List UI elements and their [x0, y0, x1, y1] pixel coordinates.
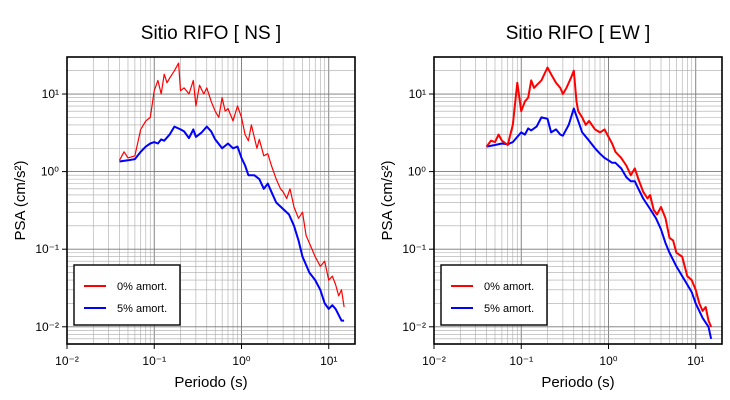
plot-frame: [433, 56, 723, 345]
series-line-damping-5: [486, 107, 713, 340]
y-tick-label: 10¹: [42, 87, 59, 101]
y-tick-label: 10⁻¹: [402, 242, 426, 256]
y-axis-label: PSA (cm/s²): [379, 160, 396, 240]
x-tick-label: 10⁻¹: [509, 354, 533, 368]
x-tick-label: 10⁰: [599, 354, 617, 368]
chart-panel-ew: 10⁻² 10⁻² 10⁻¹ 10⁻¹ 10⁰ 10⁰ 10¹ 10¹ Sitio RIFO […: [379, 23, 723, 391]
y-axis-label: PSA (cm/s²): [12, 160, 29, 240]
y-tick-label: 10⁰: [41, 165, 59, 179]
legend-box: [73, 264, 181, 326]
x-tick-label: 10⁻¹: [142, 354, 166, 368]
x-axis-label: Periodo (s): [541, 374, 614, 391]
x-tick-label: 10¹: [320, 354, 337, 368]
y-tick-label: 10⁻²: [35, 320, 59, 334]
x-tick-label: 10¹: [687, 354, 704, 368]
series-line-damping-0: [485, 66, 713, 328]
y-tick-label: 10⁰: [408, 165, 426, 179]
series-line-damping-5: [119, 125, 345, 322]
y-tick-label: 10¹: [409, 87, 426, 101]
plot-frame: [66, 56, 356, 345]
legend-label: 0% amort.: [117, 281, 167, 293]
legend-label: 0% amort.: [484, 281, 534, 293]
chart-panel-ns: 10⁻² 10⁻² 10⁻¹ 10⁻¹ 10⁰ 10⁰ 10¹ 10¹ Sitio RIFO […: [12, 23, 356, 391]
x-tick-label: 10⁰: [232, 354, 250, 368]
y-tick-label: 10⁻²: [402, 320, 426, 334]
legend-label: 5% amort.: [117, 303, 167, 315]
chart-title: Sitio RIFO [ NS ]: [141, 23, 281, 44]
legend-label: 5% amort.: [484, 303, 534, 315]
series-line-damping-0: [118, 62, 345, 308]
x-tick-label: 10⁻²: [55, 354, 79, 368]
chart-title: Sitio RIFO [ EW ]: [506, 23, 651, 44]
x-tick-label: 10⁻²: [422, 354, 446, 368]
y-tick-label: 10⁻¹: [35, 242, 59, 256]
legend-box: [440, 264, 548, 326]
x-axis-label: Periodo (s): [174, 374, 247, 391]
